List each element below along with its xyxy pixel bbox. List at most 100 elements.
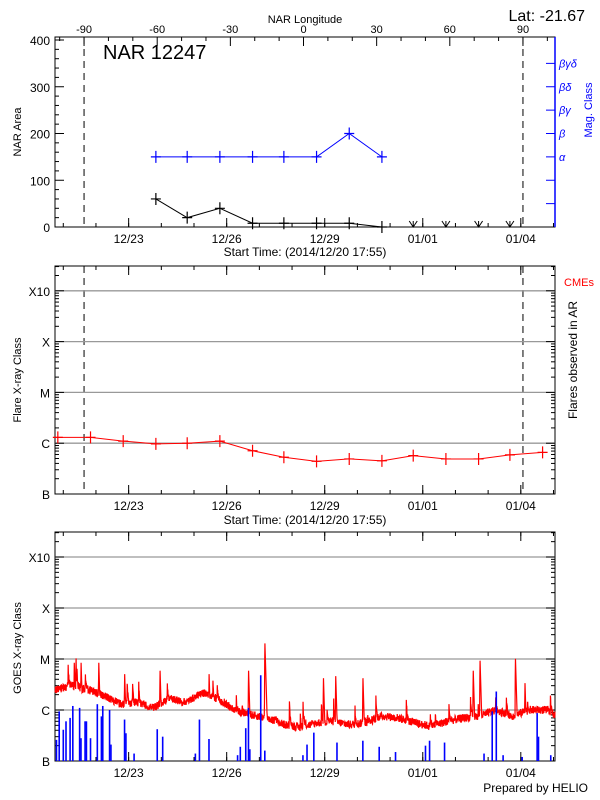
panel-frame: [54, 531, 556, 762]
no-data-marker: [408, 220, 418, 228]
panel1-frame: [54, 36, 556, 228]
flare-point: [473, 452, 484, 465]
y-tick-label: M: [40, 653, 50, 667]
panel1-ylabel: NAR Area: [12, 107, 24, 157]
panel-flare-class: B C M X X10 12/23 12/26 12/29 01/01 01/04: [29, 265, 556, 513]
panel-goes-xray: B C M X X10 12/23 12/26 12/29 01/01 01/04: [29, 531, 556, 780]
x-tick-label: 01/04: [506, 232, 536, 246]
x-tick-label: 12/29: [310, 232, 340, 246]
flare-point: [376, 454, 387, 467]
x-tick-label: 12/23: [114, 232, 144, 246]
panel2-xlabel: Start Time: (2014/12/20 17:55): [224, 513, 387, 527]
top-axis-title: NAR Longitude: [268, 14, 343, 26]
longitude-tick-label: -60: [149, 24, 165, 36]
mag-class-point: [150, 150, 161, 163]
x-tick-label: 12/29: [310, 766, 340, 780]
area-point: [278, 217, 289, 230]
no-data-marker: [505, 220, 515, 228]
flare-point: [440, 452, 451, 465]
y-tick-label: 400: [30, 34, 50, 48]
flare-point: [537, 446, 548, 459]
longitude-tick-label: 30: [371, 24, 383, 36]
longitude-tick-label: -90: [76, 24, 92, 36]
footer-credit: Prepared by HELIO: [483, 781, 588, 795]
flare-point: [118, 435, 129, 448]
y-tick-label: 300: [30, 81, 50, 95]
mag-class-point: [344, 127, 355, 140]
mag-class-label: βγδ: [558, 58, 578, 70]
mag-class-point: [311, 150, 322, 163]
y-tick-label: X10: [29, 551, 51, 565]
y-tick-label: C: [41, 437, 50, 451]
flare-point: [214, 435, 225, 448]
area-point: [182, 211, 193, 224]
panel-nar-area: 0 100 200 300 400 αβ βγ βδ βγδ -90 -60 -30 0 30 60 90 12…: [30, 24, 578, 246]
area-point: [247, 217, 258, 230]
flare-point: [85, 431, 96, 444]
area-line: [155, 198, 382, 228]
y-tick-label: X10: [29, 285, 51, 299]
longitude-tick-label: 60: [444, 24, 456, 36]
panel2-y2label: Flares observed in AR: [566, 301, 580, 419]
y-tick-label: C: [41, 704, 50, 718]
flare-point: [504, 448, 515, 461]
flare-point: [247, 444, 258, 457]
longitude-tick-label: 0: [300, 24, 306, 36]
mag-class-point: [247, 150, 258, 163]
y-tick-label: X: [42, 336, 50, 350]
flare-point: [408, 449, 419, 462]
x-tick-label: 12/26: [212, 766, 242, 780]
x-tick-label: 01/04: [506, 499, 536, 513]
flare-point: [52, 431, 63, 444]
flare-point: [182, 437, 193, 450]
x-tick-label: 12/29: [310, 499, 340, 513]
flare-point: [344, 452, 355, 465]
x-tick-label: 12/23: [114, 766, 144, 780]
flare-point: [311, 455, 322, 468]
x-tick-label: 01/01: [408, 232, 438, 246]
panel2-ylabel: Flare X-ray Class: [12, 337, 24, 422]
flare-point: [150, 437, 161, 450]
area-point: [376, 221, 387, 233]
mag-class-label: β: [558, 129, 566, 141]
longitude-tick-label: 90: [517, 24, 529, 36]
y-tick-label: M: [40, 386, 50, 400]
mag-class-point: [214, 150, 225, 163]
longitude-tick-label: -30: [222, 24, 238, 36]
x-tick-label: 01/01: [408, 766, 438, 780]
mag-class-point: [182, 150, 193, 163]
x-tick-label: 12/26: [212, 499, 242, 513]
panel-frame: [54, 265, 556, 495]
mag-class-point: [278, 150, 289, 163]
area-point: [311, 217, 322, 230]
goes-long-channel-line: [54, 643, 556, 732]
area-point: [344, 217, 355, 230]
panel1-xlabel: Start Time: (2014/12/20 17:55): [224, 245, 387, 259]
region-title: NAR 12247: [103, 42, 206, 64]
y-tick-label: 100: [30, 174, 50, 188]
area-point: [214, 202, 225, 215]
mag-class-label: βγ: [558, 105, 572, 117]
mag-class-label: βδ: [558, 82, 572, 94]
y-tick-label: 200: [30, 128, 50, 142]
flare-point: [278, 451, 289, 464]
mag-class-line: [155, 132, 383, 158]
y-tick-label: B: [42, 755, 50, 769]
y-tick-label: 0: [43, 221, 50, 235]
x-tick-label: 12/23: [114, 499, 144, 513]
panel3-ylabel: GOES X-ray Class: [12, 602, 24, 694]
cmes-label: CMEs: [564, 277, 594, 289]
latitude-label: Lat: -21.67: [509, 8, 586, 25]
area-point: [150, 192, 161, 205]
panel1-y2label: Mag. Class: [583, 82, 595, 138]
no-data-marker: [474, 220, 484, 228]
y-tick-label: X: [42, 602, 50, 616]
no-data-marker: [441, 220, 451, 228]
x-tick-label: 12/26: [212, 232, 242, 246]
mag-class-label: α: [559, 152, 566, 164]
x-tick-label: 01/01: [408, 499, 438, 513]
y-tick-label: B: [42, 488, 50, 502]
x-tick-label: 01/04: [506, 766, 536, 780]
